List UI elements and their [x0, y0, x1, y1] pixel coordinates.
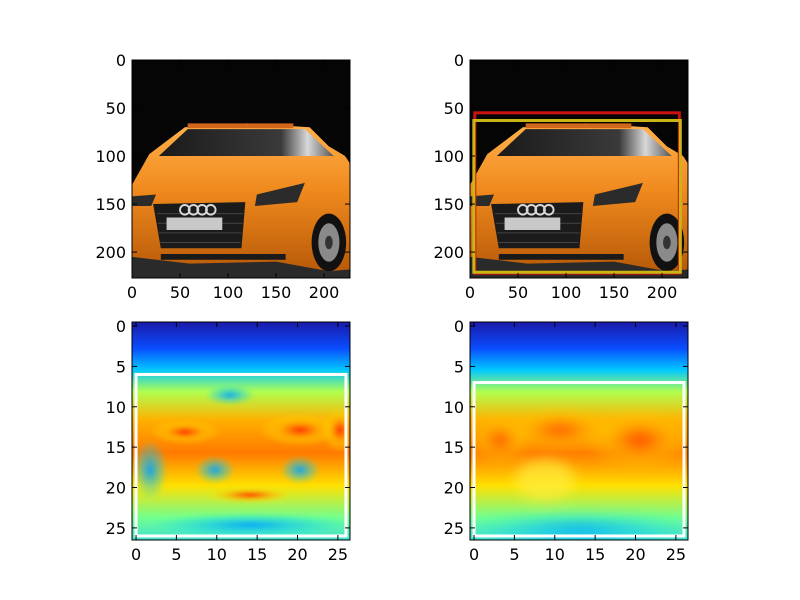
y-tick-label: 100 — [433, 147, 464, 166]
y-tick-label: 5 — [454, 357, 464, 376]
car-image — [132, 60, 350, 278]
bounding-box — [472, 381, 686, 538]
y-tick-label: 20 — [106, 479, 126, 498]
y-tick-label: 5 — [116, 357, 126, 376]
x-tick-label: 25 — [328, 545, 348, 564]
y-tick-label: 150 — [433, 195, 464, 214]
axes-frame — [469, 321, 689, 541]
x-tick-label: 25 — [666, 545, 686, 564]
x-tick-label: 50 — [508, 283, 528, 302]
x-tick-label: 0 — [465, 283, 475, 302]
y-tick-label: 0 — [116, 51, 126, 70]
x-tick-label: 15 — [247, 545, 267, 564]
y-tick-label: 10 — [444, 398, 464, 417]
x-tick-label: 10 — [207, 545, 227, 564]
x-tick-label: 20 — [287, 545, 307, 564]
bounding-box — [472, 119, 682, 274]
y-tick-label: 15 — [444, 438, 464, 457]
x-tick-label: 200 — [309, 283, 340, 302]
y-tick-label: 15 — [106, 438, 126, 457]
panel-bottom-right: 0 5 10 15 20 25 0 5 10 15 20 25 — [444, 317, 689, 564]
axes-frame — [469, 59, 689, 279]
x-tick-label: 0 — [127, 283, 137, 302]
y-tick-label: 100 — [95, 147, 126, 166]
y-tick-label: 50 — [106, 99, 126, 118]
x-tick-label: 15 — [585, 545, 605, 564]
bounding-box — [134, 372, 348, 538]
x-tick-label: 150 — [599, 283, 630, 302]
panel-top-right: 0 50 100 150 200 0 50 100 150 200 — [433, 51, 689, 302]
x-tick-label: 50 — [170, 283, 190, 302]
axes-frame — [131, 321, 351, 541]
x-tick-label: 10 — [545, 545, 565, 564]
x-tick-label: 200 — [647, 283, 678, 302]
x-tick-label: 100 — [213, 283, 244, 302]
x-tick-label: 100 — [551, 283, 582, 302]
y-tick-label: 0 — [454, 51, 464, 70]
y-tick-label: 200 — [95, 243, 126, 262]
x-tick-label: 20 — [625, 545, 645, 564]
panel-bottom-left: 0 5 10 15 20 25 0 5 10 15 20 25 — [106, 317, 351, 564]
axes-frame — [131, 59, 351, 279]
x-tick-label: 150 — [261, 283, 292, 302]
x-tick-label: 5 — [171, 545, 181, 564]
y-tick-label: 20 — [444, 479, 464, 498]
x-tick-label: 0 — [131, 545, 141, 564]
y-tick-label: 25 — [106, 519, 126, 538]
y-tick-label: 0 — [454, 317, 464, 336]
panel-top-left: 0 50 100 150 200 0 50 100 150 200 — [95, 51, 351, 302]
y-tick-label: 200 — [433, 243, 464, 262]
x-tick-label: 5 — [509, 545, 519, 564]
car-image — [470, 60, 688, 278]
x-tick-label: 0 — [469, 545, 479, 564]
y-tick-label: 0 — [116, 317, 126, 336]
y-tick-label: 150 — [95, 195, 126, 214]
y-tick-label: 50 — [444, 99, 464, 118]
y-tick-label: 10 — [106, 398, 126, 417]
y-tick-label: 25 — [444, 519, 464, 538]
